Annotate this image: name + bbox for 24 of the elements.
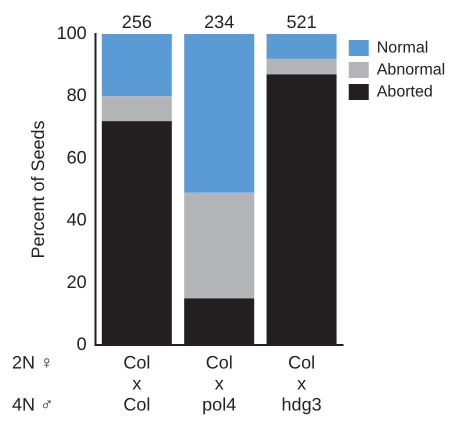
x-tick-label: Col x Col <box>123 352 150 414</box>
bar <box>184 34 254 193</box>
bar <box>266 34 337 59</box>
annotation: 256 <box>122 12 152 32</box>
y-tick-label: 100 <box>56 22 87 43</box>
bar <box>184 192 254 298</box>
y-tick-label: 20 <box>66 272 87 292</box>
y-tick-label: 40 <box>66 210 87 230</box>
legend-label: Abnormal <box>376 61 446 78</box>
legend-label: Aborted <box>376 83 433 100</box>
y-tick-label: 60 <box>66 147 87 168</box>
text: 2N ♀ <box>12 352 54 372</box>
bar <box>266 58 337 74</box>
annotation: 234 <box>204 12 234 32</box>
x-tick-label: Col x hdg3 <box>282 352 322 414</box>
bar <box>102 96 172 122</box>
y-axis-title: Percent of Seeds <box>28 120 48 259</box>
legend-label: Normal <box>376 39 428 56</box>
text: 4N ♂ <box>12 394 54 414</box>
x-tick-label: Col x pol4 <box>202 352 236 414</box>
bar <box>102 34 172 96</box>
y-tick-label: 0 <box>76 334 87 354</box>
annotation: 521 <box>286 12 317 32</box>
y-tick-label: 80 <box>66 85 87 106</box>
